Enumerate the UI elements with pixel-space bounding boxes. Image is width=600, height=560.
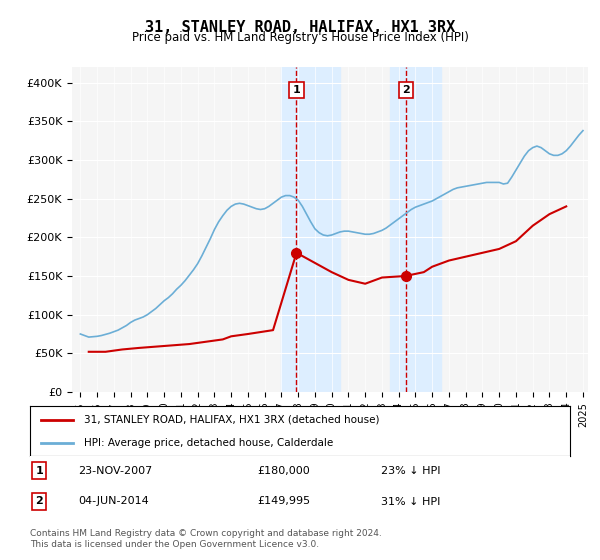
Text: 1: 1 [35,465,43,475]
Text: 23% ↓ HPI: 23% ↓ HPI [381,465,440,475]
Text: Contains HM Land Registry data © Crown copyright and database right 2024.
This d: Contains HM Land Registry data © Crown c… [30,529,382,549]
Text: 31, STANLEY ROAD, HALIFAX, HX1 3RX (detached house): 31, STANLEY ROAD, HALIFAX, HX1 3RX (deta… [84,414,380,424]
Text: 1: 1 [293,85,301,95]
Text: 31% ↓ HPI: 31% ↓ HPI [381,497,440,506]
Text: 31, STANLEY ROAD, HALIFAX, HX1 3RX: 31, STANLEY ROAD, HALIFAX, HX1 3RX [145,20,455,35]
Text: £149,995: £149,995 [257,497,310,506]
Text: Price paid vs. HM Land Registry's House Price Index (HPI): Price paid vs. HM Land Registry's House … [131,31,469,44]
Text: 04-JUN-2014: 04-JUN-2014 [79,497,149,506]
Bar [391,67,440,392]
Text: 2: 2 [402,85,410,95]
Text: 2: 2 [35,497,43,506]
Text: 23-NOV-2007: 23-NOV-2007 [79,465,153,475]
Text: £180,000: £180,000 [257,465,310,475]
Bar [281,67,340,392]
Text: HPI: Average price, detached house, Calderdale: HPI: Average price, detached house, Cald… [84,438,333,448]
